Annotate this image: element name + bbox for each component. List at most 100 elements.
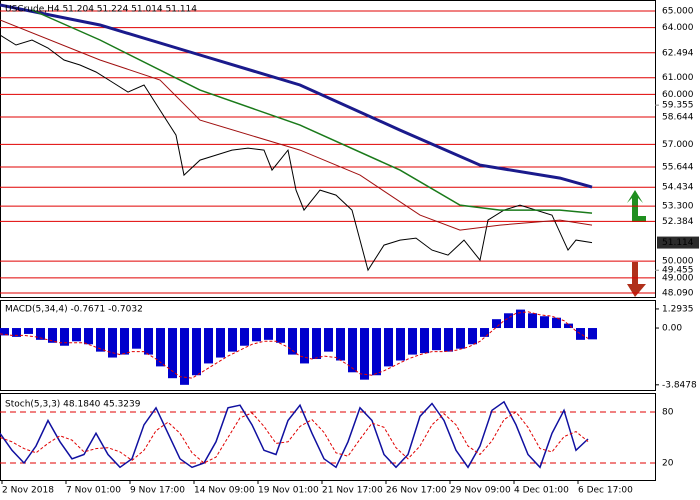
macd-bar [408,328,417,355]
last-price-box [657,236,699,249]
macd-bar [180,328,189,385]
macd-bar [108,328,117,358]
y-tick-label: -3.8478 [662,380,697,390]
x-tick-label: 14 Nov 09:00 [194,486,255,496]
panel-title: Stoch(5,3,3) 48.1840 45.3239 [5,400,141,410]
y-tick-label: 61.000 [662,73,694,83]
y-tick-label: 64.000 [662,23,694,33]
macd-bar [48,328,57,343]
series-line [0,411,589,464]
macd-bar [240,328,249,346]
x-tick-label: 9 Nov 17:00 [130,486,185,496]
macd-bar [36,328,45,340]
macd-bar [72,328,81,342]
macd-bar [336,328,345,361]
macd-bar [252,328,261,342]
macd-bar [0,328,9,336]
macd-bar [564,323,573,329]
series-line [0,19,593,231]
y-tick-label: 60.000 [662,90,694,100]
macd-bar [384,328,393,367]
series-line [0,3,593,189]
macd-bar [228,328,237,352]
x-tick-label: 26 Nov 17:00 [386,486,447,496]
y-tick-label: 62.494 [662,48,694,58]
macd-bar [348,328,357,373]
y-tick-label: 65.000 [662,7,694,17]
macd-bar [96,328,105,352]
macd-bar [516,309,525,329]
x-tick-label: 7 Nov 01:00 [66,486,121,496]
y-tick-label-minor: 49.455 [662,266,694,276]
panel-borders [0,0,656,481]
macd-bar [156,328,165,367]
y-tick-label: 0.00 [662,324,682,334]
macd-bar [300,328,309,364]
macd-bar [168,328,177,379]
macd-bar [264,328,273,340]
macd-bar [444,328,453,352]
macd-bar [360,328,369,380]
panel-title: USCrude,H4 51.204 51.224 51.014 51.114 [5,5,197,15]
macd-bar [540,316,549,329]
y-tick-label: 58.644 [662,112,694,122]
stoch-frame [0,393,656,481]
macd-bar [576,328,585,340]
macd-bar [60,328,69,346]
macd-bar [24,328,33,334]
macd-bar [432,328,441,351]
x-tick-label: 4 Dec 01:00 [514,486,569,496]
y-tick-label: 20 [662,459,674,469]
series-line [0,34,593,272]
y-tick-label: 54.434 [662,183,694,193]
macd-bar [396,328,405,361]
macd-bar [420,328,429,354]
y-tick-label-minor: 59.355 [662,101,694,111]
macd-bar [216,328,225,358]
macd-bar [312,328,321,360]
macd-bar [528,313,537,329]
macd-bar [276,328,285,343]
x-tick-label: 2 Nov 2018 [2,486,54,496]
macd-bar [588,328,597,340]
macd-bar [468,328,477,345]
main-frame [0,0,656,298]
macd-bar [372,328,381,376]
x-tick-label: 19 Nov 01:00 [258,486,319,496]
macd-bar [456,328,465,349]
macd-bar [288,328,297,355]
macd-bar [204,328,213,364]
macd-bar [480,328,489,337]
macd-bar [84,328,93,345]
macd-bar [552,317,561,329]
macd-bar [144,328,153,355]
y-tick-label: 55.644 [662,163,694,173]
macd-bar [192,328,201,376]
y-tick-label: 1.2935 [662,304,694,314]
y-tick-label: 80 [662,408,674,418]
macd-bar [120,328,129,355]
x-tick-label: 29 Nov 09:00 [450,486,511,496]
y-tick-label: 50.000 [662,257,694,267]
macd-bar [12,328,21,337]
panel-title: MACD(5,34,4) -0.7671 -0.7032 [5,305,143,315]
y-tick-label: 49.000 [662,273,694,283]
last-price-label: 51.114 [662,238,694,248]
down-arrow [627,262,646,297]
y-tick-label: 53.300 [662,202,694,212]
macd-bar [132,328,141,349]
x-tick-label: 21 Nov 17:00 [322,486,383,496]
macd-bar [492,319,501,329]
y-tick-label: 48.090 [662,288,694,298]
y-tick-label: 57.000 [662,140,694,150]
x-tick-label: 6 Dec 17:00 [578,486,633,496]
y-tick-label: 52.384 [662,217,694,227]
series-line [31,9,593,214]
macd-bar [324,328,333,352]
macd-frame [0,300,656,391]
series-line [0,311,589,379]
series-line [0,400,589,469]
macd-bar [504,313,513,329]
